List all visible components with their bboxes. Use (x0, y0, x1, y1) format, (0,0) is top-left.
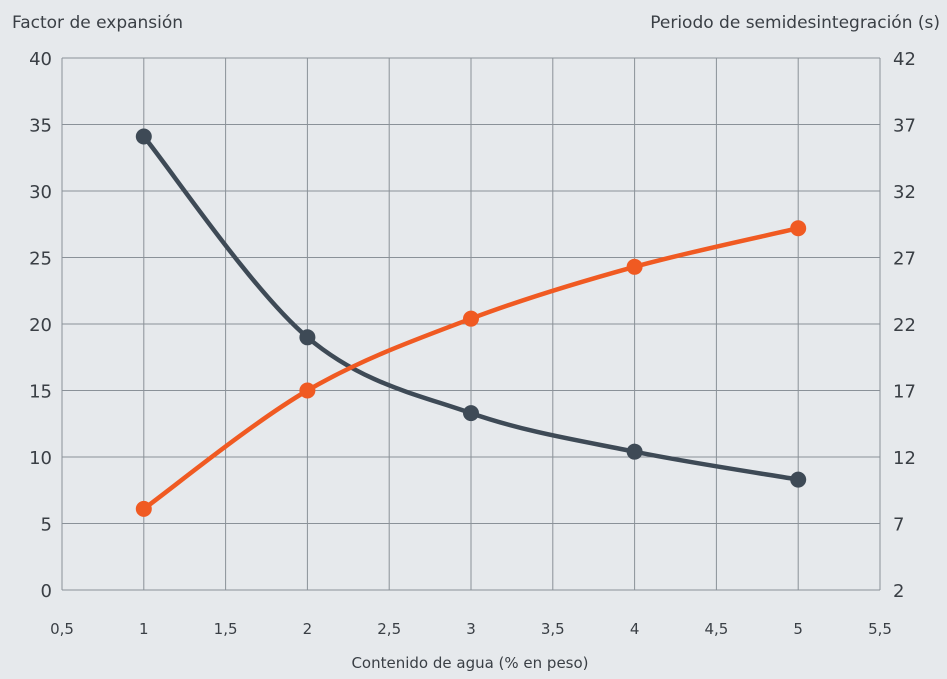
y-right-tick-label: 42 (893, 49, 916, 70)
x-axis-title: Contenido de agua (% en peso) (351, 654, 588, 672)
y-left-tick-label: 5 (41, 515, 52, 536)
y-right-tick-label: 17 (893, 382, 916, 403)
series-1-point (626, 443, 643, 460)
x-tick-label: 3 (466, 620, 476, 638)
x-tick-label: 4,5 (704, 620, 728, 638)
y-right-tick-label: 37 (893, 116, 916, 137)
x-tick-label: 5 (793, 620, 803, 638)
y-left-tick-label: 0 (41, 581, 52, 602)
series-2-point (463, 310, 479, 327)
series-1-point (463, 405, 479, 422)
series-1-point (299, 329, 316, 346)
x-tick-label: 1 (139, 620, 149, 638)
series-2-point (790, 220, 807, 237)
y-left-tick-label: 15 (29, 382, 52, 403)
y-right-tick-label: 27 (893, 249, 916, 270)
series-1-point (135, 128, 152, 145)
y-left-tick-label: 35 (29, 116, 52, 137)
x-tick-label: 2,5 (377, 620, 401, 638)
y-right-tick-label: 32 (893, 182, 916, 203)
series-1-point (790, 471, 807, 488)
y-left-tick-label: 20 (29, 315, 52, 336)
y-left-tick-label: 40 (29, 49, 52, 70)
x-tick-label: 3,5 (541, 620, 565, 638)
y-left-tick-label: 25 (29, 249, 52, 270)
x-tick-label: 4 (630, 620, 640, 638)
x-tick-label: 1,5 (214, 620, 238, 638)
y-left-tick-label: 10 (29, 448, 52, 469)
series-2-point (135, 500, 152, 517)
x-tick-label: 0,5 (50, 620, 74, 638)
left-axis-title: Factor de expansión (12, 13, 183, 33)
y-right-tick-label: 22 (893, 315, 916, 336)
series-line-1 (141, 134, 801, 482)
grid (61, 57, 881, 591)
series-layer (135, 128, 807, 517)
y-right-tick-label: 2 (893, 581, 904, 602)
series-2-point (299, 382, 316, 399)
series-2-point (626, 258, 643, 275)
y-left-tick-label: 30 (29, 182, 52, 203)
y-right-tick-label: 7 (893, 515, 904, 536)
tick-labels: 0,5 1 1,5 2 2,5 3 3,5 4 4,5 5 5,5 0 5 10 15 20 25 30 35 40 2… (29, 49, 916, 638)
right-axis-title: Periodo de semidesintegración (s) (650, 13, 940, 33)
x-tick-label: 5,5 (868, 620, 892, 638)
x-tick-label: 2 (303, 620, 313, 638)
y-right-tick-label: 12 (893, 448, 916, 469)
